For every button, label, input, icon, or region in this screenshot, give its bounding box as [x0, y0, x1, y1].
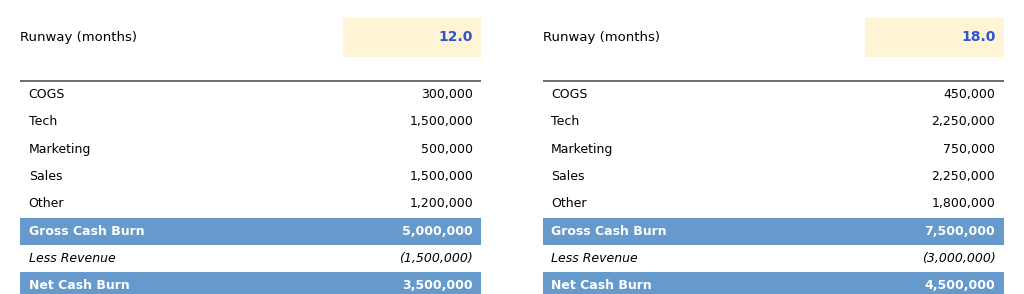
Text: Less Revenue: Less Revenue [551, 252, 638, 265]
Text: Runway (months): Runway (months) [543, 31, 659, 44]
Text: Other: Other [29, 197, 65, 211]
Bar [343, 18, 481, 57]
Text: 18.0: 18.0 [961, 31, 995, 44]
Text: 500,000: 500,000 [421, 143, 473, 156]
Text: Net Cash Burn: Net Cash Burn [551, 279, 651, 293]
Text: 4,500,000: 4,500,000 [925, 279, 995, 293]
Text: 750,000: 750,000 [943, 143, 995, 156]
Text: COGS: COGS [29, 88, 66, 101]
Bar [20, 272, 481, 294]
Bar [543, 218, 1004, 245]
Text: 1,500,000: 1,500,000 [410, 115, 473, 128]
Bar [20, 218, 481, 245]
Bar [543, 272, 1004, 294]
Text: 7,500,000: 7,500,000 [925, 225, 995, 238]
Text: 12.0: 12.0 [438, 31, 473, 44]
Text: Less Revenue: Less Revenue [29, 252, 116, 265]
Text: Tech: Tech [551, 115, 580, 128]
Text: Tech: Tech [29, 115, 57, 128]
Text: 1,200,000: 1,200,000 [410, 197, 473, 211]
Text: 2,250,000: 2,250,000 [932, 115, 995, 128]
Text: Gross Cash Burn: Gross Cash Burn [551, 225, 667, 238]
Text: Gross Cash Burn: Gross Cash Burn [29, 225, 144, 238]
Text: Other: Other [551, 197, 587, 211]
Text: Net Cash Burn: Net Cash Burn [29, 279, 129, 293]
Text: Sales: Sales [29, 170, 62, 183]
Text: Marketing: Marketing [551, 143, 613, 156]
Text: 3,500,000: 3,500,000 [402, 279, 473, 293]
Text: Runway (months): Runway (months) [20, 31, 137, 44]
Text: Marketing: Marketing [29, 143, 91, 156]
Bar [865, 18, 1004, 57]
Text: 2,250,000: 2,250,000 [932, 170, 995, 183]
Text: 5,000,000: 5,000,000 [402, 225, 473, 238]
Text: 300,000: 300,000 [421, 88, 473, 101]
Text: 1,800,000: 1,800,000 [932, 197, 995, 211]
Text: (1,500,000): (1,500,000) [399, 252, 473, 265]
Text: 450,000: 450,000 [943, 88, 995, 101]
Text: Sales: Sales [551, 170, 585, 183]
Text: (3,000,000): (3,000,000) [922, 252, 995, 265]
Text: 1,500,000: 1,500,000 [410, 170, 473, 183]
Text: COGS: COGS [551, 88, 588, 101]
